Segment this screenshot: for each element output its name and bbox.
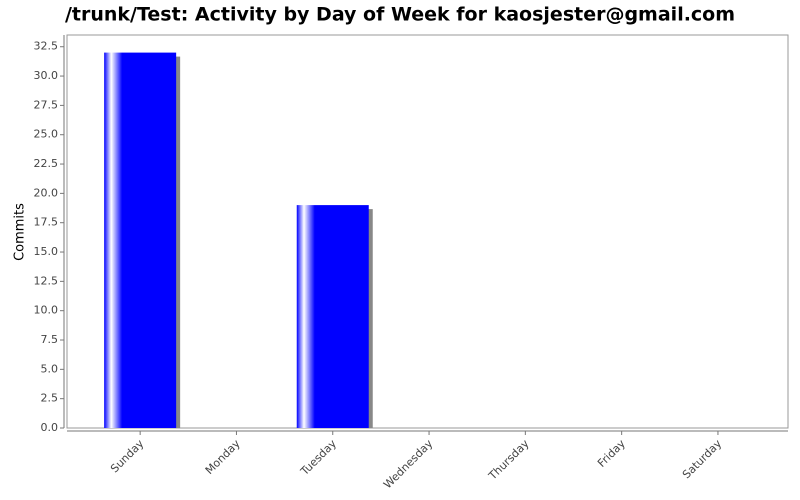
x-tick-label: Tuesday (297, 437, 339, 479)
chart-title: /trunk/Test: Activity by Day of Week for… (65, 4, 735, 26)
y-tick-label: 10.0 (34, 304, 59, 317)
y-axis-label: Commits (13, 203, 28, 261)
bar (296, 205, 369, 428)
y-tick-label: 17.5 (34, 216, 59, 229)
x-tick-label: Friday (595, 437, 628, 470)
x-tick-label: Wednesday (381, 437, 436, 492)
y-tick-label: 30.0 (34, 69, 59, 82)
y-tick-label: 7.5 (41, 333, 59, 346)
y-tick-label: 12.5 (34, 274, 59, 287)
x-tick-label: Sunday (108, 437, 147, 476)
y-tick-label: 27.5 (34, 98, 59, 111)
x-tick-label: Saturday (680, 437, 725, 482)
bar (104, 52, 177, 428)
y-tick-label: 2.5 (41, 392, 59, 405)
y-tick-label: 20.0 (34, 186, 59, 199)
x-tick-label: Thursday (486, 437, 532, 483)
y-tick-label: 32.5 (34, 40, 59, 53)
y-tick-label: 25.0 (34, 128, 59, 141)
x-tick-label: Monday (203, 437, 243, 477)
y-tick-label: 15.0 (34, 245, 59, 258)
y-tick-label: 22.5 (34, 157, 59, 170)
y-tick-label: 5.0 (41, 362, 59, 375)
y-tick-label: 0.0 (41, 421, 59, 434)
plot-area (66, 34, 789, 429)
